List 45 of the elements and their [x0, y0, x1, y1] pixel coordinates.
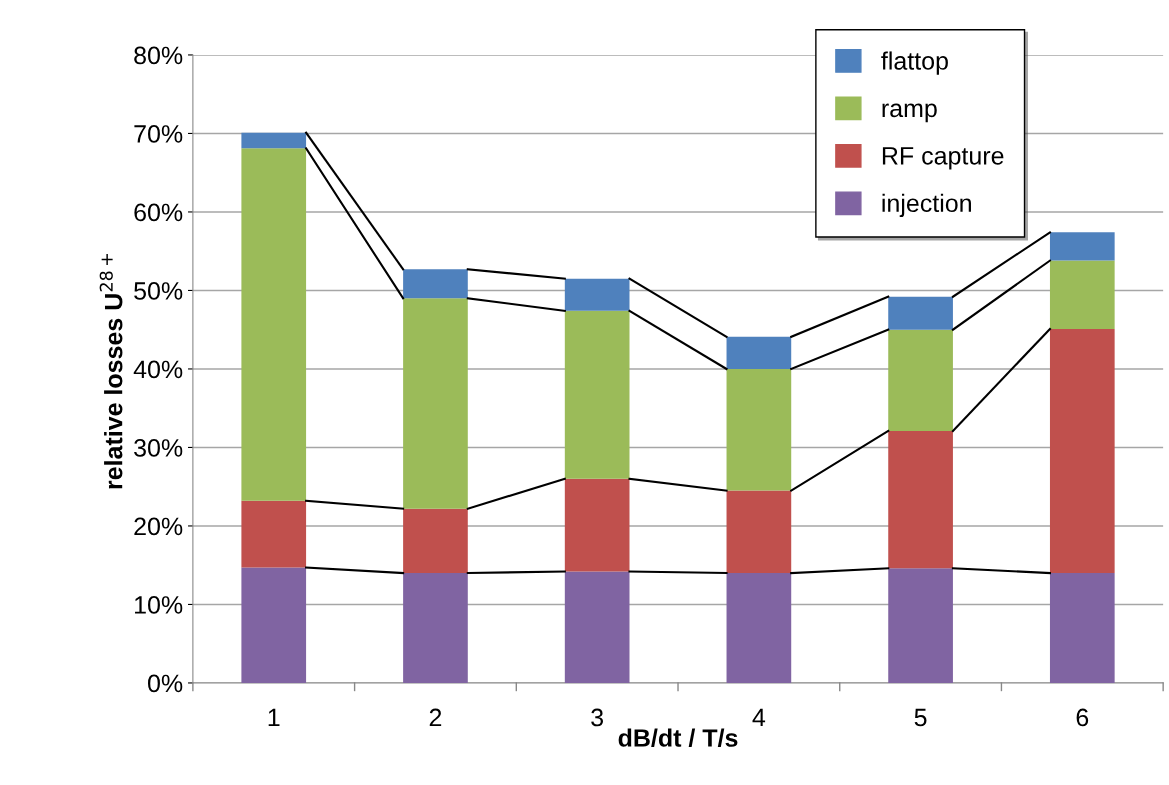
y-tick-label: 10%	[135, 596, 183, 614]
bar	[564, 571, 630, 683]
y-tick-label: 50%	[134, 282, 183, 300]
y-tick-label: 60%	[134, 203, 183, 222]
bar	[241, 567, 307, 683]
x-tick-label: 3	[591, 708, 604, 727]
bar	[564, 278, 630, 311]
bar	[888, 430, 953, 569]
bar	[1049, 260, 1115, 329]
bar	[403, 573, 468, 683]
bar	[1049, 573, 1115, 683]
bar	[564, 478, 630, 572]
y-axis-title: relative losses U$^{28+}$	[99, 254, 123, 489]
bar	[1049, 328, 1115, 574]
bar	[403, 298, 468, 509]
bar	[726, 573, 792, 683]
bar	[726, 490, 792, 574]
x-tick-label: 6	[1076, 708, 1089, 727]
bar	[1049, 232, 1115, 261]
bar	[241, 148, 307, 501]
bar	[888, 329, 953, 431]
x-axis-title: dB/dt / T/s	[618, 728, 738, 748]
legend-label: flattop	[881, 51, 948, 75]
y-tick-label: 0%	[148, 674, 183, 693]
bar	[888, 568, 953, 683]
y-tick-label: 40%	[133, 360, 183, 379]
bar	[888, 296, 953, 330]
y-tick-label: 70%	[134, 125, 183, 143]
y-tick-label: 30%	[134, 439, 183, 457]
legend-label: RF capture	[882, 147, 1004, 170]
legend-label: ramp	[882, 103, 937, 123]
x-tick-label: 5	[914, 708, 927, 727]
x-tick-label: 4	[752, 708, 766, 727]
bar	[241, 132, 307, 149]
bar	[403, 269, 468, 299]
bar	[403, 508, 468, 574]
legend-label: injection	[882, 193, 971, 218]
bar	[726, 368, 792, 491]
x-tick-label: 2	[429, 708, 442, 727]
x-tick-label: 1	[268, 708, 280, 727]
bar	[564, 310, 630, 479]
bar	[726, 336, 792, 369]
y-tick-label: 80%	[134, 46, 183, 65]
bar	[241, 500, 307, 568]
y-tick-label: 20%	[134, 517, 183, 536]
